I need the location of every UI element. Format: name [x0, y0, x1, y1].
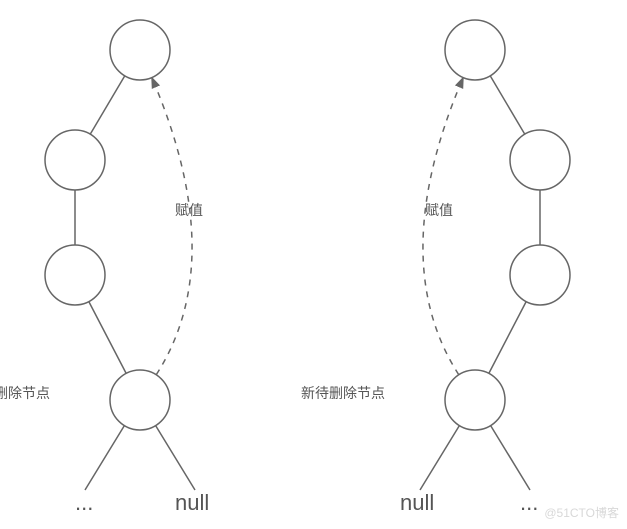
right-edge [489, 302, 526, 374]
left-edge [90, 76, 124, 134]
left-node [45, 130, 105, 190]
left-leaf-edge [156, 426, 195, 490]
right-curve-label: 赋值 [425, 202, 453, 218]
right-leaf-label: null [400, 490, 434, 515]
right-node [445, 20, 505, 80]
left-node [45, 245, 105, 305]
left-leaf-label: null [175, 490, 209, 515]
left-curve-label: 赋值 [175, 202, 203, 218]
left-leaf-label: ... [75, 490, 93, 515]
diagram-svg: ... null 赋值新待删除节点 null... 赋值新待删除节点 [0, 0, 627, 529]
left-assign-arrow [152, 78, 192, 375]
right-edge [490, 76, 524, 134]
right-node [510, 245, 570, 305]
right-node-label: 新待删除节点 [301, 385, 385, 401]
left-node [110, 370, 170, 430]
left-leaf-edge [85, 426, 124, 490]
right-leaf-edge [491, 426, 530, 490]
left-node [110, 20, 170, 80]
right-node [445, 370, 505, 430]
left-node-label: 新待删除节点 [0, 385, 50, 401]
diagram-container: ... null 赋值新待删除节点 null... 赋值新待删除节点 @51CTO博客 [0, 0, 627, 529]
right-assign-arrow [423, 78, 463, 375]
right-node [510, 130, 570, 190]
left-edge [89, 302, 126, 374]
right-leaf-edge [420, 426, 459, 490]
watermark-text: @51CTO博客 [544, 504, 619, 521]
right-leaf-label: ... [520, 490, 538, 515]
